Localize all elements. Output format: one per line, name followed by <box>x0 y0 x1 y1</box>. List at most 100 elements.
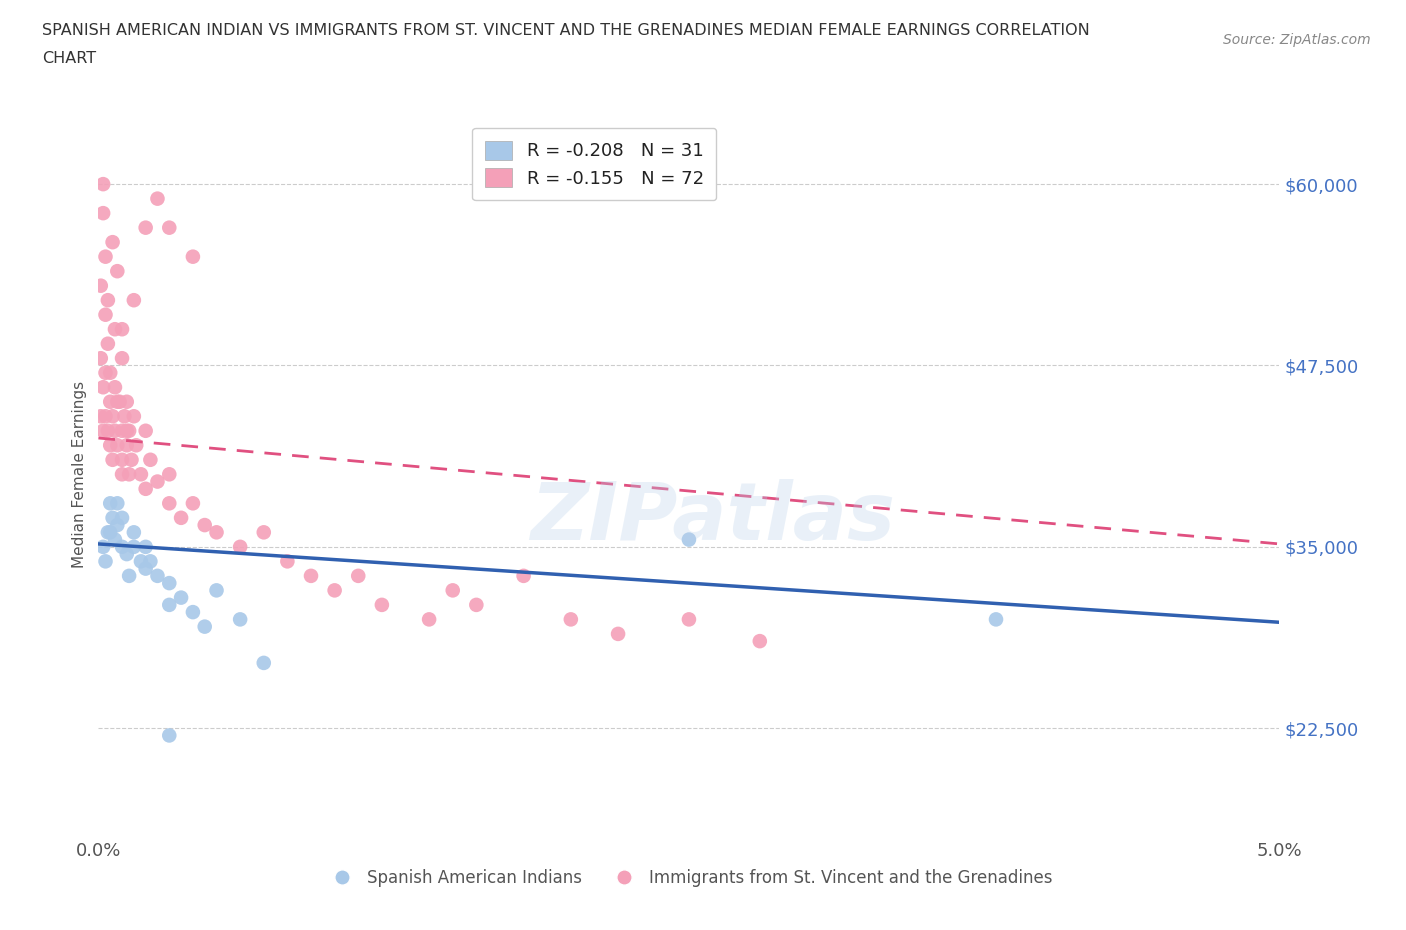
Point <box>135 220 157 235</box>
Point <box>91 539 114 554</box>
Point <box>94 409 117 424</box>
Point <box>748 633 770 648</box>
Point <box>111 322 134 337</box>
Point <box>229 612 252 627</box>
Point <box>105 264 128 279</box>
Point <box>101 234 124 249</box>
Point <box>135 423 157 438</box>
Point <box>112 409 135 424</box>
Point <box>146 474 169 489</box>
Point <box>146 568 169 583</box>
Point <box>91 206 114 220</box>
Text: Source: ZipAtlas.com: Source: ZipAtlas.com <box>1223 33 1371 46</box>
Point <box>101 409 124 424</box>
Point <box>94 554 117 569</box>
Point <box>139 452 162 467</box>
Point <box>170 591 193 605</box>
Point <box>90 278 112 293</box>
Point <box>157 220 180 235</box>
Point <box>97 423 120 438</box>
Point <box>122 293 145 308</box>
Point <box>157 597 180 612</box>
Point <box>135 539 157 554</box>
Point <box>121 452 143 467</box>
Point <box>111 511 134 525</box>
Point <box>139 554 162 569</box>
Point <box>118 423 141 438</box>
Legend: Spanish American Indians, Immigrants from St. Vincent and the Grenadines: Spanish American Indians, Immigrants fro… <box>319 863 1059 894</box>
Point <box>170 511 193 525</box>
Point <box>181 604 204 619</box>
Text: ZIPatlas: ZIPatlas <box>530 479 896 557</box>
Point <box>105 496 128 511</box>
Point <box>108 394 131 409</box>
Point <box>111 351 134 365</box>
Point <box>111 423 134 438</box>
Point <box>115 423 138 438</box>
Point <box>194 619 217 634</box>
Point <box>607 627 630 642</box>
Point <box>135 561 157 576</box>
Point <box>104 532 127 547</box>
Text: SPANISH AMERICAN INDIAN VS IMMIGRANTS FROM ST. VINCENT AND THE GRENADINES MEDIAN: SPANISH AMERICAN INDIAN VS IMMIGRANTS FR… <box>42 23 1090 38</box>
Point <box>323 583 346 598</box>
Point <box>118 467 141 482</box>
Point <box>90 351 112 365</box>
Point <box>157 576 180 591</box>
Point <box>984 612 1007 627</box>
Point <box>115 547 138 562</box>
Point <box>118 568 141 583</box>
Point <box>115 394 138 409</box>
Point <box>101 511 124 525</box>
Point <box>418 612 440 627</box>
Point <box>94 307 117 322</box>
Point <box>94 365 117 380</box>
Point <box>91 423 114 438</box>
Point <box>253 656 276 671</box>
Point <box>205 583 228 598</box>
Point <box>347 568 370 583</box>
Point <box>129 467 152 482</box>
Point <box>90 409 112 424</box>
Point <box>181 249 204 264</box>
Point <box>111 452 134 467</box>
Point <box>104 379 127 394</box>
Y-axis label: Median Female Earnings: Median Female Earnings <box>72 380 87 568</box>
Point <box>97 525 120 539</box>
Point <box>135 482 157 497</box>
Point <box>98 525 121 539</box>
Point <box>98 438 121 453</box>
Point <box>122 525 145 539</box>
Point <box>276 554 298 569</box>
Point <box>91 177 114 192</box>
Point <box>146 192 169 206</box>
Point <box>253 525 276 539</box>
Point <box>97 337 120 352</box>
Point <box>104 322 127 337</box>
Point <box>205 525 228 539</box>
Point <box>98 394 121 409</box>
Point <box>678 532 700 547</box>
Point <box>115 438 138 453</box>
Point <box>111 539 134 554</box>
Text: CHART: CHART <box>42 51 96 66</box>
Point <box>101 452 124 467</box>
Point <box>465 597 488 612</box>
Point <box>122 409 145 424</box>
Point <box>105 438 128 453</box>
Point <box>229 539 252 554</box>
Point <box>181 496 204 511</box>
Point <box>104 423 127 438</box>
Point <box>194 518 217 533</box>
Point <box>125 438 148 453</box>
Point <box>157 467 180 482</box>
Point <box>512 568 534 583</box>
Point <box>441 583 464 598</box>
Point <box>91 379 114 394</box>
Point <box>98 365 121 380</box>
Point <box>105 518 128 533</box>
Point <box>98 496 121 511</box>
Point <box>111 467 134 482</box>
Point <box>157 728 180 743</box>
Point <box>94 249 117 264</box>
